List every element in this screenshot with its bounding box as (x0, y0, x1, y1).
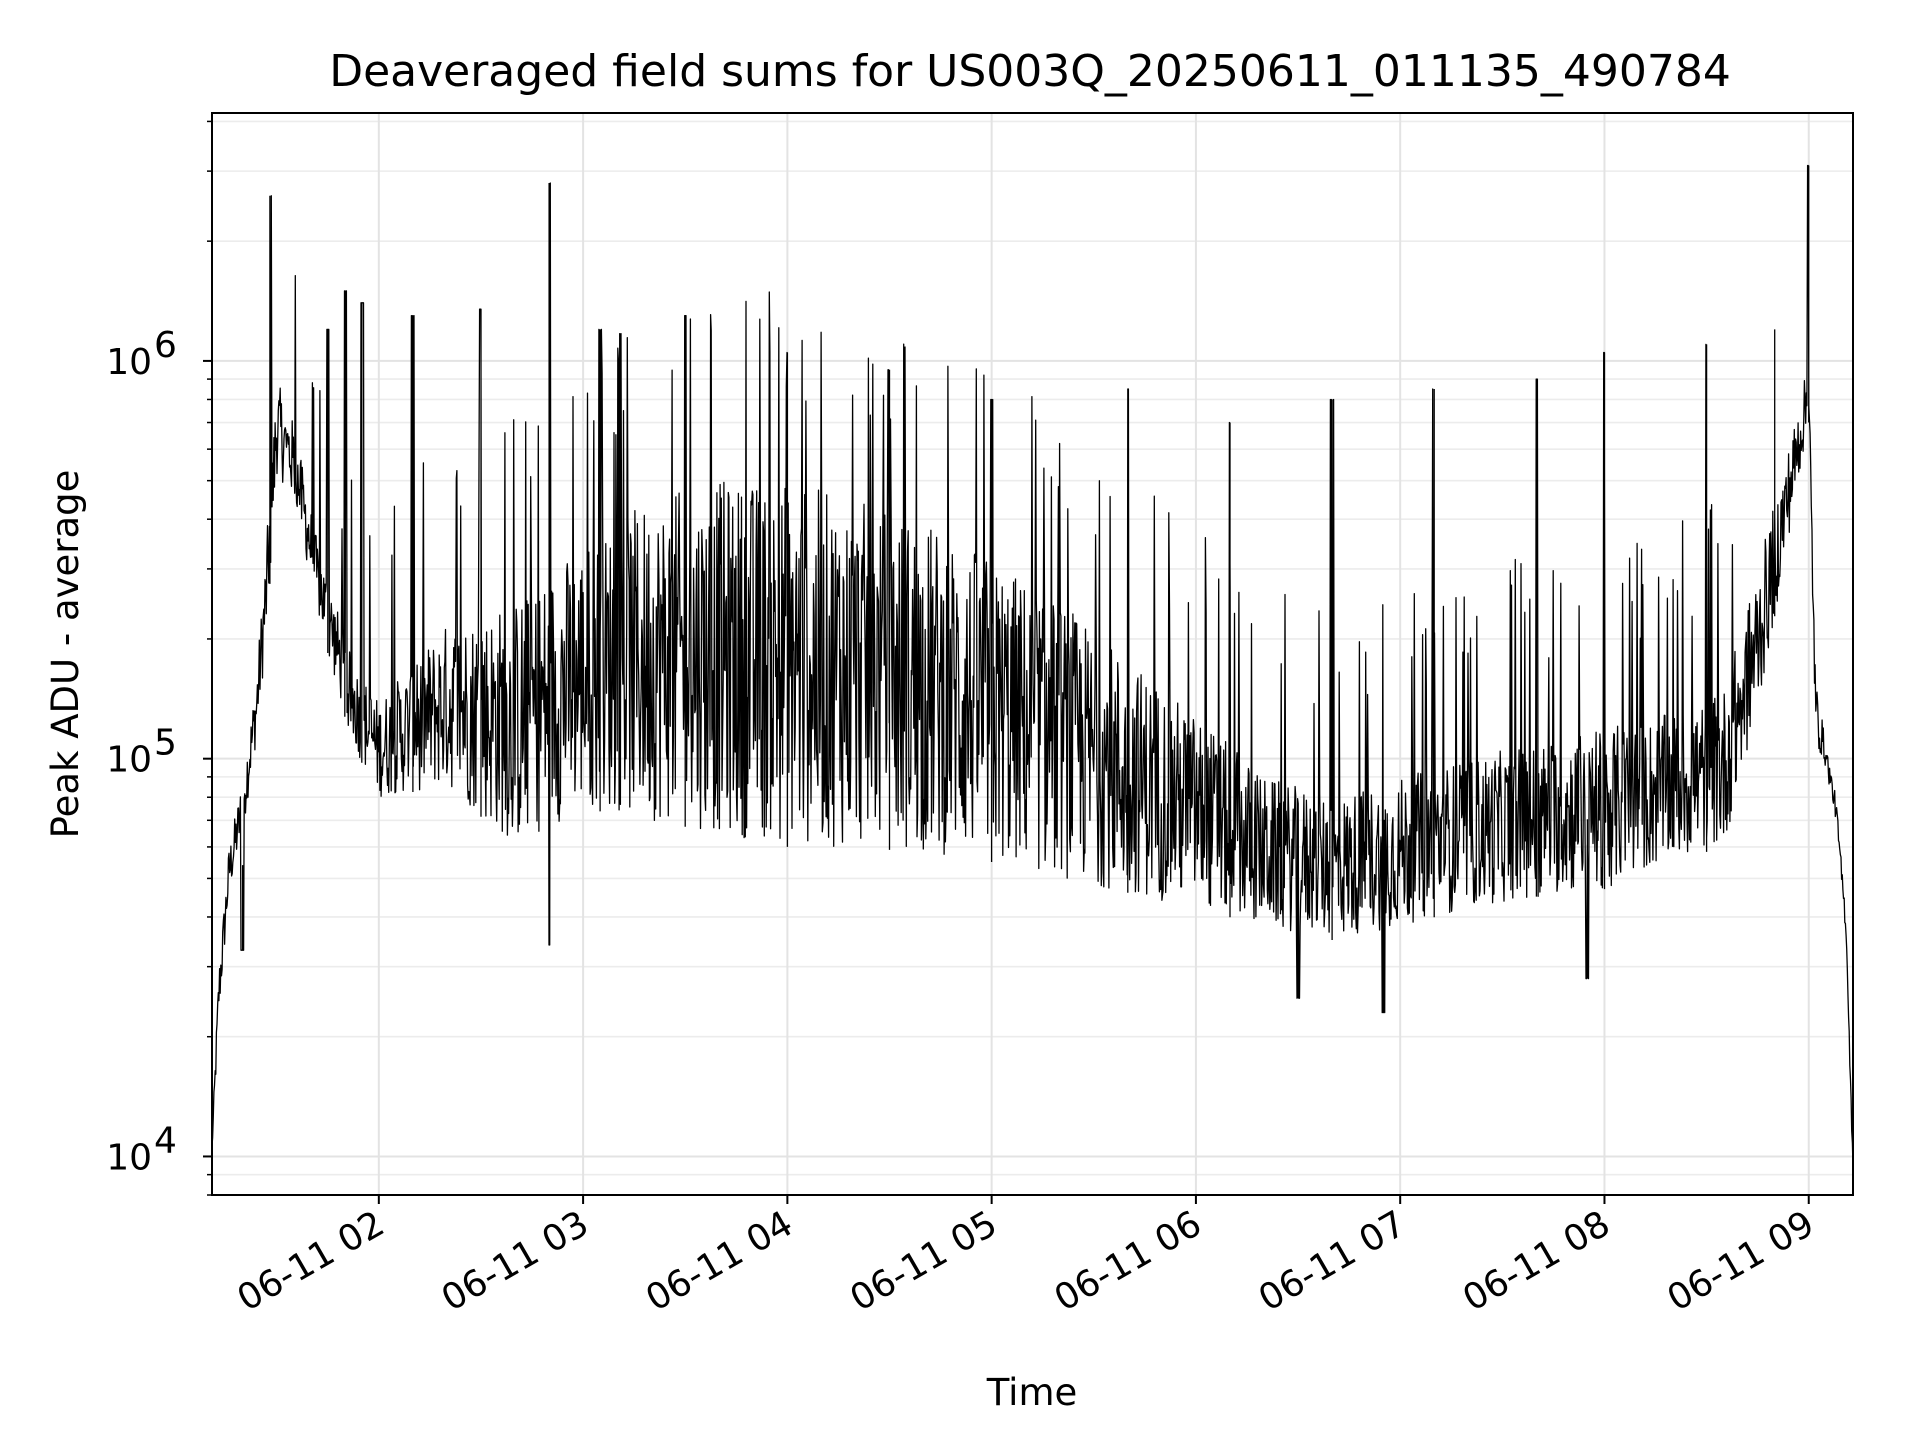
y-tick-label-exponent: 5 (154, 723, 177, 764)
y-tick-label: 10 (106, 342, 152, 383)
y-tick-label: 10 (106, 740, 152, 781)
plot-frame (211, 112, 1854, 1196)
series-layer (211, 164, 1854, 1170)
y-tick-label-exponent: 4 (154, 1120, 177, 1161)
series-line (211, 164, 1854, 1170)
chart-title: Deaveraged field sums for US003Q_2025061… (329, 46, 1731, 97)
y-tick-label-exponent: 6 (154, 325, 177, 366)
y-tick-label: 10 (106, 1137, 152, 1178)
y-axis-label: Peak ADU - average (44, 470, 87, 839)
x-axis-label: Time (986, 1371, 1078, 1414)
